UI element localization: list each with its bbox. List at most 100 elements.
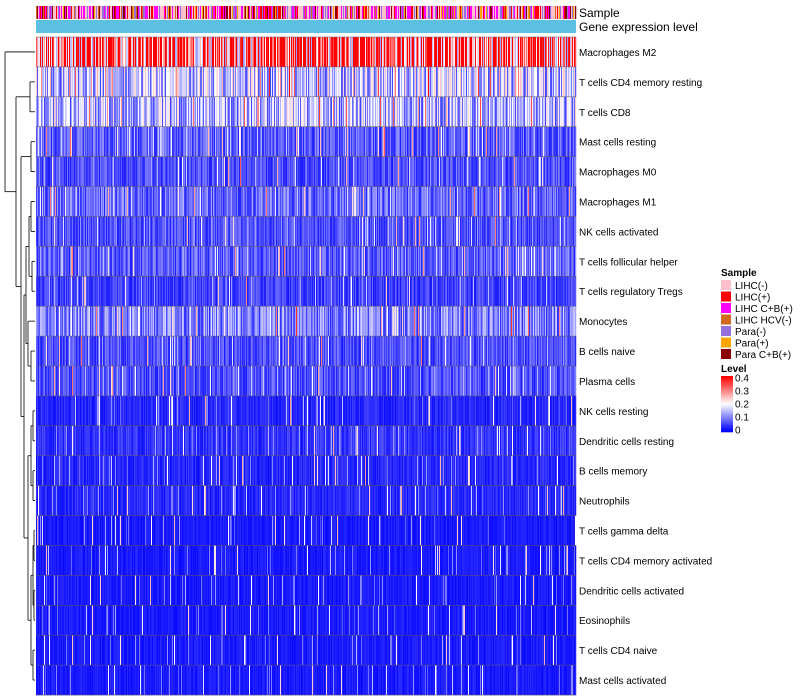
heatmap-cell bbox=[95, 276, 97, 307]
heatmap-cell bbox=[36, 276, 38, 307]
heatmap-cell bbox=[318, 96, 320, 127]
heatmap-cell bbox=[58, 96, 60, 127]
heatmap-cell bbox=[324, 126, 326, 157]
heatmap-cell bbox=[114, 126, 116, 157]
sample-annotation-cell bbox=[118, 6, 120, 19]
heatmap-cell bbox=[253, 126, 255, 157]
heatmap-cell bbox=[200, 66, 202, 98]
heatmap-cell bbox=[230, 96, 232, 127]
heatmap-cell bbox=[124, 37, 126, 68]
heatmap-cell bbox=[475, 216, 477, 247]
heatmap-cell bbox=[454, 66, 456, 98]
heatmap-cell bbox=[209, 156, 211, 187]
heatmap-cell bbox=[525, 246, 527, 277]
heatmap-cell bbox=[343, 37, 345, 68]
heatmap-cell bbox=[468, 66, 470, 98]
heatmap-cell bbox=[440, 96, 442, 127]
heatmap-cell bbox=[537, 216, 539, 247]
heatmap-cell bbox=[219, 96, 221, 127]
heatmap-cell bbox=[407, 126, 409, 157]
heatmap-cell bbox=[335, 96, 337, 127]
heatmap-cell bbox=[274, 246, 276, 277]
heatmap-cell bbox=[253, 156, 255, 187]
heatmap-cell bbox=[201, 216, 203, 247]
heatmap-cell bbox=[289, 66, 291, 98]
heatmap-cell bbox=[538, 126, 540, 157]
heatmap-cell bbox=[64, 246, 66, 277]
heatmap-cell bbox=[483, 156, 485, 187]
heatmap-cell bbox=[392, 126, 394, 157]
heatmap-cell bbox=[333, 37, 335, 68]
heatmap-cell bbox=[65, 186, 67, 217]
heatmap-cell bbox=[252, 37, 254, 68]
heatmap-cell bbox=[147, 156, 149, 187]
heatmap-cell bbox=[537, 126, 539, 157]
heatmap-cell bbox=[239, 216, 241, 247]
heatmap-cell bbox=[190, 156, 192, 187]
heatmap-cell bbox=[136, 156, 138, 187]
heatmap-cell bbox=[303, 246, 305, 277]
heatmap-cell bbox=[431, 37, 433, 68]
heatmap-cell bbox=[266, 96, 268, 127]
heatmap-cell bbox=[89, 156, 91, 187]
heatmap-cell bbox=[338, 216, 340, 247]
heatmap-cell bbox=[344, 37, 346, 68]
heatmap-cell bbox=[333, 126, 335, 157]
heatmap-cell bbox=[244, 216, 246, 247]
heatmap-cell bbox=[50, 246, 52, 277]
heatmap-cell bbox=[504, 246, 506, 277]
heatmap-cell bbox=[67, 156, 69, 187]
heatmap-cell bbox=[218, 126, 220, 157]
heatmap-cell bbox=[510, 37, 512, 68]
sample-annotation-cell bbox=[457, 6, 459, 19]
heatmap-cell bbox=[408, 126, 410, 157]
heatmap-cell bbox=[289, 96, 291, 127]
heatmap-cell bbox=[277, 156, 279, 187]
heatmap-cell bbox=[547, 37, 549, 68]
heatmap-cell bbox=[289, 37, 291, 68]
heatmap-cell bbox=[560, 66, 562, 98]
heatmap-cell bbox=[296, 37, 298, 68]
heatmap-cell bbox=[386, 37, 388, 68]
heatmap-cell bbox=[106, 186, 108, 217]
heatmap-cell bbox=[417, 246, 419, 277]
heatmap-cell bbox=[83, 216, 85, 247]
heatmap-cell bbox=[227, 246, 229, 277]
heatmap-cell bbox=[157, 126, 159, 157]
heatmap-cell bbox=[211, 66, 213, 98]
heatmap-cell bbox=[500, 66, 502, 98]
heatmap-cell bbox=[175, 37, 177, 68]
heatmap-cell bbox=[427, 156, 429, 187]
heatmap-cell bbox=[265, 186, 267, 217]
heatmap-cell bbox=[434, 37, 436, 68]
heatmap-cell bbox=[173, 186, 175, 217]
heatmap-cell bbox=[181, 96, 183, 127]
heatmap-cell bbox=[485, 156, 487, 187]
heatmap-cell bbox=[316, 186, 318, 217]
heatmap-cell bbox=[121, 246, 123, 277]
heatmap-cell bbox=[367, 37, 369, 68]
heatmap-cell bbox=[294, 66, 296, 98]
heatmap-cell bbox=[148, 66, 150, 98]
heatmap-cell bbox=[247, 126, 249, 157]
heatmap-cell bbox=[319, 126, 321, 157]
heatmap-cell bbox=[337, 246, 339, 277]
heatmap-cell bbox=[183, 246, 185, 277]
heatmap-cell bbox=[158, 37, 160, 68]
heatmap-cell bbox=[110, 216, 112, 247]
heatmap-cell bbox=[437, 37, 439, 68]
sample-annotation-cell bbox=[323, 6, 325, 19]
heatmap-cell bbox=[399, 156, 401, 187]
heatmap-cell bbox=[449, 66, 451, 98]
heatmap-cell bbox=[76, 96, 78, 127]
heatmap-cell bbox=[308, 96, 310, 127]
heatmap-cell bbox=[351, 96, 353, 127]
heatmap-cell bbox=[377, 186, 379, 217]
heatmap-cell bbox=[261, 216, 263, 247]
heatmap-cell bbox=[71, 216, 73, 247]
heatmap-cell bbox=[535, 216, 537, 247]
sample-annotation-cell bbox=[186, 6, 188, 19]
heatmap-cell bbox=[48, 186, 50, 217]
heatmap-cell bbox=[147, 96, 149, 127]
heatmap-cell bbox=[176, 216, 178, 247]
